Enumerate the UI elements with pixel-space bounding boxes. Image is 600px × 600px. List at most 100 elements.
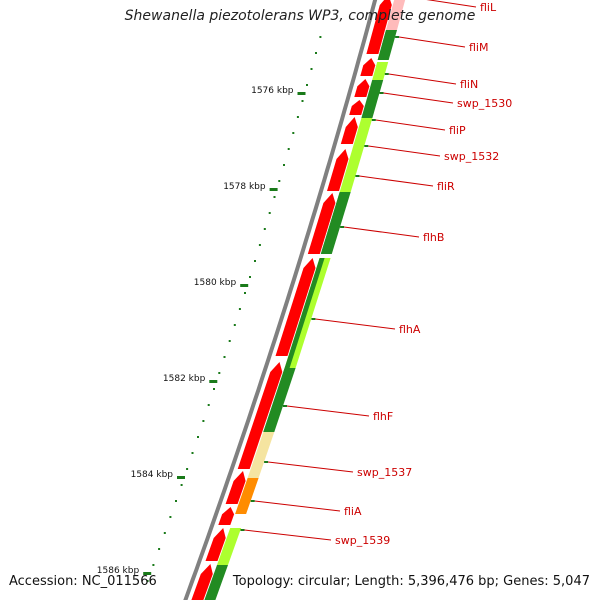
gene-tick (250, 500, 255, 502)
topology-text: Topology: circular; Length: 5,396,476 bp… (232, 574, 590, 589)
minor-tick (191, 452, 194, 454)
cds-arrow (218, 507, 235, 525)
minor-tick (180, 484, 183, 486)
feature-segment (217, 528, 242, 565)
minor-tick (310, 68, 313, 70)
gene-label-swp_1537: swp_1537 (357, 466, 412, 479)
minor-tick (278, 180, 281, 182)
minor-tick (287, 148, 290, 150)
cds-arrow (366, 0, 392, 54)
label-leader (368, 145, 441, 157)
gene-label-flhA: flhA (399, 323, 421, 336)
minor-tick (175, 500, 177, 502)
label-leader (399, 36, 466, 48)
minor-tick (244, 292, 246, 294)
label-leader (344, 226, 420, 238)
feature-tracks (191, 0, 406, 600)
cds-arrow (225, 471, 246, 504)
minor-tick (292, 132, 295, 134)
cds-arrow (275, 258, 316, 356)
kbp-label: 1576 kbp (251, 86, 294, 96)
gene-label-fliR: fliR (437, 180, 455, 193)
gene-tick (379, 92, 384, 94)
minor-tick (301, 100, 304, 102)
label-leader (359, 175, 434, 187)
label-leader (254, 500, 341, 512)
major-tick (297, 92, 306, 95)
major-tick (143, 572, 152, 575)
label-leader (383, 92, 454, 104)
minor-tick (258, 244, 261, 246)
gene-tick (395, 36, 400, 38)
feature-segment (361, 100, 378, 118)
minor-tick (152, 564, 155, 566)
backbone-line (183, 0, 378, 600)
gene-tick (283, 405, 287, 407)
feature-segment (352, 118, 373, 150)
gene-label-fliP: fliP (449, 124, 466, 137)
minor-tick (283, 164, 285, 166)
gene-tick (371, 119, 376, 121)
minor-tick (273, 196, 276, 198)
minor-tick (186, 468, 189, 470)
label-leader (244, 529, 332, 541)
feature-segment (204, 565, 228, 600)
gene-tick (364, 145, 369, 147)
minor-tick (249, 276, 251, 278)
gene-label-flhB: flhB (423, 231, 444, 244)
minor-tick (146, 580, 149, 582)
kbp-label: 1578 kbp (223, 182, 266, 192)
minor-tick (223, 356, 226, 358)
cds-arrow (354, 79, 370, 97)
feature-segment (339, 150, 364, 192)
feature-segment (263, 368, 290, 432)
gene-tick (355, 175, 360, 177)
major-tick (209, 380, 218, 383)
kbp-label: 1584 kbp (131, 470, 174, 480)
gene-label-fliM: fliM (469, 41, 488, 54)
gene-label-flhF: flhF (373, 410, 393, 423)
feature-segment (235, 478, 259, 514)
gene-label-fliN: fliN (460, 78, 478, 91)
gene-labels: fliL fliM fliN swp_1530 fliP swp_1532 fliR flhB… (240, 0, 512, 547)
cds-arrow (205, 528, 226, 561)
minor-tick (197, 436, 199, 438)
feature-segment (366, 80, 384, 100)
label-leader (315, 318, 396, 330)
major-tick (269, 188, 278, 191)
cds-arrow (340, 117, 358, 144)
minor-tick (169, 516, 172, 518)
label-leader (268, 461, 354, 473)
cds-arrow (349, 100, 364, 115)
minor-tick (268, 212, 271, 214)
minor-tick (228, 340, 231, 342)
cds-arrow (191, 564, 213, 600)
gene-label-fliA: fliA (344, 505, 362, 518)
minor-tick (319, 36, 322, 38)
label-leader (388, 73, 457, 85)
gene-tick (264, 461, 269, 463)
feature-segment (377, 30, 391, 60)
minor-tick (306, 84, 308, 86)
accession-text: Accession: NC_011566 (9, 574, 157, 589)
minor-tick (213, 388, 215, 390)
minor-tick (218, 372, 221, 374)
gene-label-swp_1539: swp_1539 (335, 534, 390, 547)
kbp-label: 1580 kbp (194, 278, 237, 288)
minor-tick (296, 116, 299, 118)
cds-arrow (327, 149, 349, 191)
minor-tick (163, 532, 166, 534)
feature-segment (386, 0, 406, 30)
cds-arrow (307, 193, 336, 254)
feature-segment (320, 192, 345, 254)
minor-tick (254, 260, 256, 262)
genome-title: Shewanella piezotolerans WP3, complete g… (124, 8, 476, 24)
feature-segment (247, 432, 275, 478)
feature-segment (372, 62, 389, 80)
label-leader (286, 405, 370, 417)
minor-tick (158, 548, 161, 550)
major-tick (177, 476, 185, 479)
gene-tick (384, 73, 389, 75)
gene-label-fliL: fliL (480, 1, 497, 14)
